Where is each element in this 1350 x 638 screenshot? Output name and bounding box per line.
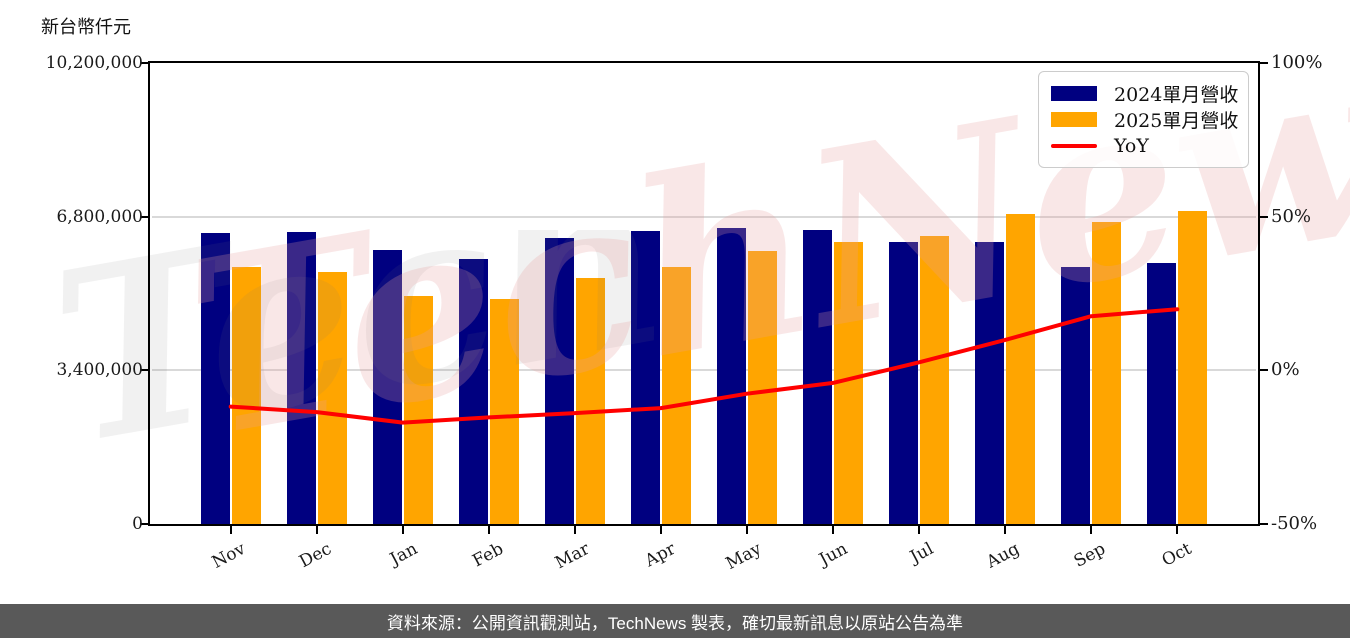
- legend-item-1: 2025單月營收: [1051, 107, 1239, 133]
- bar-2024單月營收-Apr: [630, 231, 660, 524]
- spine-left: [148, 61, 150, 526]
- right-tick-100: [1260, 62, 1268, 64]
- left-tick-label-3400000: 3,400,000: [56, 360, 143, 381]
- x-tick-label-May: May: [722, 538, 765, 574]
- x-tick-label-Dec: Dec: [295, 538, 335, 573]
- bar-2024單月營收-Sep: [1061, 267, 1091, 524]
- right-tick-50: [1260, 215, 1268, 218]
- bar-2025單月營收-Aug: [1006, 213, 1036, 524]
- bar-2025單月營收-Nov: [231, 267, 261, 524]
- x-tick-label-Nov: Nov: [208, 538, 249, 573]
- x-tick-label-Sep: Sep: [1070, 538, 1110, 572]
- x-tick-label-Jun: Jun: [816, 538, 851, 571]
- bar-2025單月營收-Oct: [1178, 210, 1208, 524]
- gridline-6800000: [152, 215, 1256, 218]
- bar-2025單月營收-Apr: [661, 267, 691, 524]
- legend-item-2: YoY: [1051, 133, 1236, 159]
- bar-2025單月營收-Jan: [403, 296, 433, 524]
- left-tick-3400000: [140, 369, 148, 372]
- axis-unit-label: 新台幣仟元: [41, 17, 131, 38]
- x-tick-Mar: [573, 526, 576, 534]
- right-tick-0: [1260, 369, 1268, 372]
- spine-right: [1258, 61, 1260, 526]
- right-tick-label--50: -50%: [1271, 513, 1318, 534]
- right-tick-label-0: 0%: [1271, 359, 1300, 381]
- x-tick-Oct: [1176, 526, 1179, 534]
- footer-bar: 資料來源：公開資訊觀測站，TechNews 製表，確切最新訊息以原站公告為準: [0, 604, 1350, 638]
- yoy-line: [228, 307, 1180, 425]
- x-tick-Feb: [487, 526, 490, 534]
- left-tick-label-10200000: 10,200,000: [45, 53, 143, 73]
- legend: 2024單月營收 2025單月營收 YoY: [1038, 71, 1249, 168]
- x-tick-Jan: [401, 526, 404, 534]
- bar-2024單月營收-Nov: [200, 232, 230, 524]
- legend-label-0: 2024單月營收: [1114, 83, 1239, 106]
- left-tick-0: [140, 523, 148, 525]
- left-tick-10200000: [140, 62, 148, 64]
- bar-2024單月營收-Dec: [286, 232, 316, 524]
- x-tick-label-Aug: Aug: [983, 538, 1024, 573]
- bar-2025單月營收-Jul: [920, 235, 950, 524]
- right-tick--50: [1260, 523, 1268, 525]
- x-tick-label-Jan: Jan: [386, 538, 421, 570]
- bar-2025單月營收-Mar: [575, 277, 605, 524]
- x-tick-label-Apr: Apr: [641, 538, 679, 572]
- bar-2025單月營收-May: [748, 250, 778, 524]
- legend-line-swatch: [1051, 144, 1097, 148]
- right-tick-label-100: 100%: [1271, 52, 1323, 73]
- bar-2025單月營收-Sep: [1092, 222, 1122, 524]
- x-tick-label-Oct: Oct: [1159, 538, 1196, 571]
- bar-2024單月營收-Jan: [372, 249, 402, 524]
- bar-2024單月營收-Feb: [458, 258, 488, 524]
- x-tick-Dec: [315, 526, 318, 534]
- x-tick-Jul: [918, 526, 921, 534]
- x-tick-Jun: [832, 526, 835, 534]
- x-tick-Nov: [229, 526, 232, 534]
- footer-text: 資料來源：公開資訊觀測站，TechNews 製表，確切最新訊息以原站公告為準: [386, 613, 964, 633]
- x-tick-Aug: [1004, 526, 1007, 534]
- bar-2024單月營收-Mar: [544, 237, 574, 524]
- x-tick-label-Mar: Mar: [551, 538, 593, 574]
- legend-patch-swatch: [1051, 85, 1097, 101]
- x-tick-label-Jul: Jul: [907, 538, 937, 568]
- legend-patch-swatch: [1051, 112, 1097, 127]
- legend-item-0: 2024單月營收: [1051, 80, 1239, 106]
- gridline-3400000: [152, 369, 1256, 372]
- left-tick-label-6800000: 6,800,000: [56, 206, 143, 227]
- legend-label-1: 2025單月營收: [1114, 110, 1239, 132]
- bar-2025單月營收-Feb: [489, 299, 519, 524]
- bar-2024單月營收-Jul: [889, 241, 919, 524]
- bar-2024單月營收-Oct: [1147, 262, 1177, 524]
- bar-2024單月營收-May: [717, 227, 747, 524]
- spine-top: [148, 61, 1260, 63]
- x-tick-Apr: [659, 526, 662, 534]
- x-tick-label-Feb: Feb: [469, 538, 507, 572]
- x-tick-May: [746, 526, 749, 534]
- x-tick-Sep: [1090, 526, 1093, 534]
- bar-2024單月營收-Aug: [975, 241, 1005, 524]
- bar-2024單月營收-Jun: [803, 229, 833, 524]
- bar-2025單月營收-Dec: [317, 271, 347, 524]
- spine-bottom: [148, 524, 1260, 526]
- left-tick-6800000: [140, 215, 148, 218]
- left-tick-label-0: 0: [132, 514, 143, 534]
- right-tick-label-50: 50%: [1271, 205, 1312, 227]
- legend-label-2: YoY: [1114, 135, 1149, 157]
